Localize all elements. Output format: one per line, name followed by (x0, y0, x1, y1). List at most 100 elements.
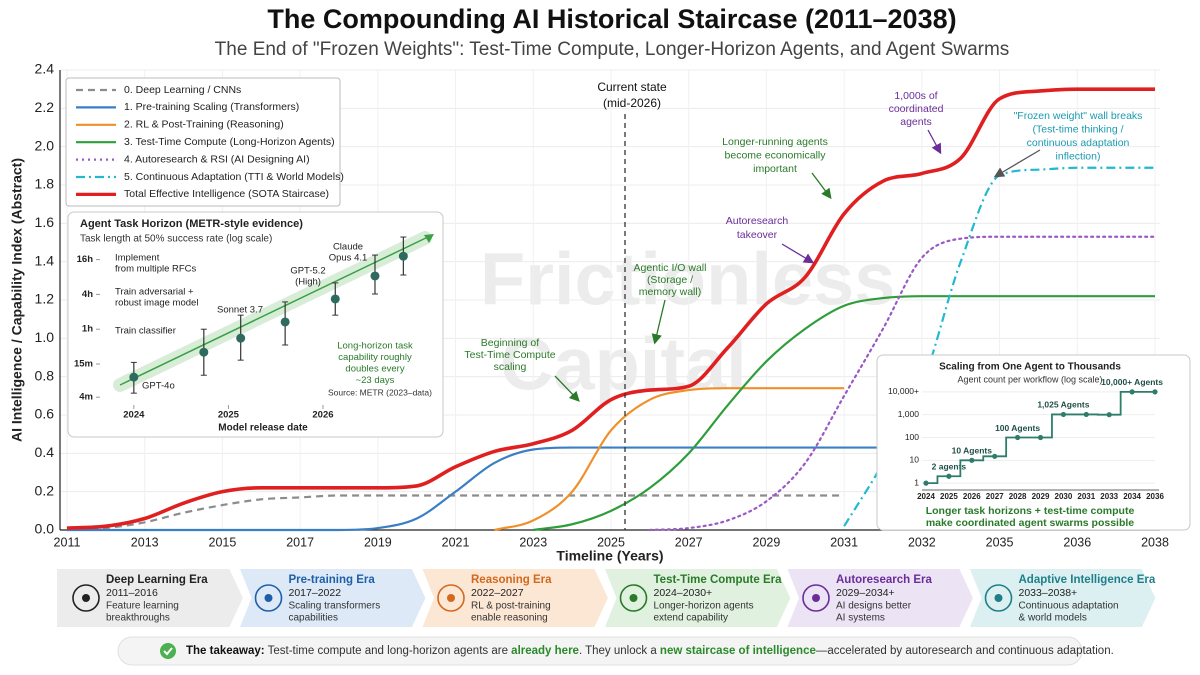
era-icon (447, 594, 455, 602)
value-label: 100 Agents (995, 423, 1040, 433)
era-name: Adaptive Intelligence Era (1019, 574, 1156, 586)
era-description: Scaling transformers (289, 601, 381, 612)
inset-frame (876, 354, 1191, 531)
era-years: 2029–2034+ (836, 587, 895, 599)
era-chevron (784, 567, 976, 629)
y-tick-label: 0.2 (35, 482, 55, 498)
x-tick-label: 2031 (830, 535, 858, 549)
y-tick-label: 1.8 (35, 176, 55, 192)
title: The Compounding AI Historical Staircase … (267, 4, 956, 34)
watermark: Capital (500, 323, 747, 406)
x-tick-label: 2015 (209, 535, 237, 549)
annotation: continuous adaptation (1027, 137, 1130, 149)
watermark: Frictionless (480, 238, 895, 321)
task-horizon-inset: Agent Task Horizon (METR-style evidence)… (67, 211, 444, 438)
era-chevron (55, 567, 246, 629)
annotation: scaling (494, 361, 527, 373)
data-point (370, 271, 380, 281)
y-tick-label: 0.6 (35, 406, 55, 422)
task-label: Train adversarial + (115, 287, 194, 298)
era-icon (994, 594, 1003, 602)
arrow (554, 375, 580, 402)
step-segment (971, 455, 995, 462)
era-icon (629, 594, 638, 602)
era-description: Continuous adaptation (1019, 601, 1119, 612)
point-label: Opus 4.1 (329, 253, 368, 264)
y-tick-label: 16h (77, 254, 94, 265)
x-tick-label: 2033 (1100, 492, 1118, 501)
annotation: Autoresearch (726, 215, 789, 227)
y-tick-label: 1.2 (35, 291, 55, 307)
value-label: 2 agents (932, 462, 967, 472)
x-tick-label: 2034 (1123, 492, 1141, 501)
era-chevron (967, 567, 1158, 629)
step-segment (1040, 413, 1064, 439)
annotation: coordinated (889, 103, 944, 115)
x-tick-label: 2029 (753, 535, 781, 549)
annotation: 1,000s of (894, 90, 937, 102)
era-icon (254, 584, 283, 612)
check-icon (163, 647, 173, 656)
inset-subtitle: Agent count per workflow (log scale) (957, 374, 1102, 384)
legend-label: 0. Deep Learning / CNNs (124, 84, 241, 96)
data-point (398, 251, 408, 261)
annotation: important (753, 163, 797, 175)
legend: 0. Deep Learning / CNNs 1. Pre-training S… (65, 77, 344, 207)
y-tick-label: 4h (82, 289, 93, 300)
era-chevron (602, 567, 793, 629)
note: ~23 days (356, 375, 395, 386)
source: Source: METR (2023–data) (328, 387, 432, 397)
annotation: Agentic I/O wall (634, 262, 707, 274)
annotation: become economically (725, 149, 827, 161)
era-description: capabilities (289, 613, 338, 624)
era-description: extend capability (654, 613, 729, 624)
era-description: AI systems (836, 613, 885, 624)
takeaway-part: —accelerated by autoresearch and continu… (816, 645, 1114, 657)
data-point (199, 347, 209, 357)
value-label: 10,000+ Agents (1101, 377, 1163, 387)
legend-label: 4. Autoresearch & RSI (AI Designing AI) (124, 153, 310, 165)
legend-label: 2. RL & Post-Training (Reasoning) (124, 119, 284, 131)
era-icon (984, 584, 1013, 612)
era-name: Deep Learning Era (106, 574, 208, 586)
takeaway-part: new staircase of intelligence (660, 645, 816, 657)
era-icon (72, 584, 100, 612)
step-segment (994, 436, 1018, 458)
annotation: takeover (737, 229, 778, 241)
y-tick-label: 0.0 (35, 521, 55, 537)
data-point (1152, 389, 1158, 395)
era-icon (437, 584, 465, 612)
annotation: "Frozen weight" wall breaks (1014, 110, 1143, 122)
era-years: 2017–2022 (289, 587, 342, 599)
era-years: 2022–2027 (471, 587, 524, 599)
x-tick-label: 2021 (442, 535, 470, 549)
era-description: RL & post-training (471, 601, 551, 612)
x-tick-label: 2024 (123, 410, 145, 421)
y-tick-label: 1 (914, 477, 919, 487)
era-icon (82, 594, 90, 602)
era-name: Pre-training Era (289, 574, 376, 586)
point-label: GPT-4o (142, 381, 175, 392)
y-tick-label: 1.4 (35, 252, 55, 268)
era-icon (802, 584, 830, 612)
y-tick-label: 2.2 (35, 99, 55, 115)
x-tick-label: 2011 (54, 535, 81, 549)
y-tick-label: 100 (905, 432, 919, 442)
legend-label: 1. Pre-training Scaling (Transformers) (124, 101, 299, 113)
x-axis-label: Model release date (218, 423, 308, 434)
annotation: (mid-2026) (603, 96, 661, 110)
note: Long-horizon task (337, 341, 413, 352)
annotation: inflection) (1056, 150, 1101, 162)
value-label: 1,025 Agents (1037, 400, 1089, 410)
annotation: Test-Time Compute (464, 349, 555, 361)
era-name: Autoresearch Era (836, 574, 932, 586)
annotation: Beginning of (481, 337, 539, 349)
x-tick-label: 2026 (963, 492, 981, 501)
arrow (651, 299, 666, 345)
y-tick-label: 4m (79, 392, 93, 403)
era-icon (812, 594, 820, 602)
annotation: Current state (597, 80, 667, 94)
